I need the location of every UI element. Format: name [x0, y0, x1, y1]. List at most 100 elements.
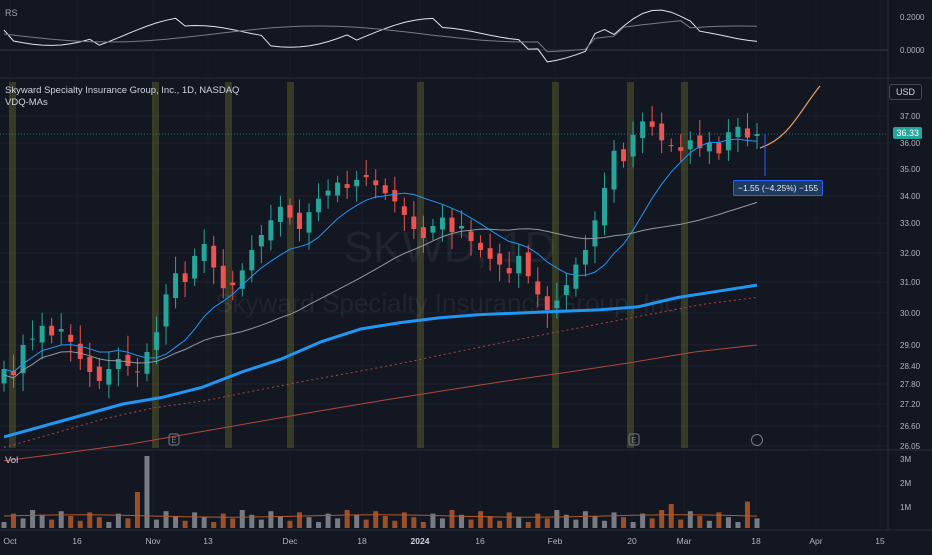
candle-body [1, 369, 7, 384]
candle-body [344, 184, 350, 188]
ma-gray-line [3, 201, 758, 379]
candle-body [316, 198, 322, 213]
volume-bar [649, 518, 655, 528]
x-tick-label: Nov [145, 536, 161, 546]
volume-bar [430, 513, 436, 528]
indicator-label[interactable]: VDQ-MAs [5, 97, 48, 108]
y-tick-label: 26.60 [900, 422, 921, 431]
volume-tick-label: 1M [900, 503, 911, 512]
volume-bar [468, 519, 474, 528]
candle-body [506, 268, 512, 274]
volume-bar [87, 512, 93, 528]
earnings-marker-icon [628, 433, 640, 446]
volume-bar [325, 513, 331, 528]
volume-bar [401, 512, 407, 528]
volume-bar [525, 522, 531, 528]
candle-body [173, 273, 179, 299]
volume-bar [77, 520, 83, 528]
volume-bar [249, 514, 255, 528]
volume-bar [258, 519, 264, 528]
volume-bar [144, 456, 150, 528]
candle-body [687, 140, 693, 150]
candle-body [621, 149, 627, 162]
volume-bar [154, 519, 160, 528]
candle-body [449, 217, 455, 232]
volume-bar [716, 512, 722, 528]
ma-dotted-red-line [3, 297, 758, 448]
volume-bar [287, 520, 293, 528]
volume-bar [754, 518, 760, 528]
volume-bar [563, 514, 569, 528]
volume-label[interactable]: Vol [5, 455, 19, 466]
volume-bar [544, 518, 550, 528]
candle-body [735, 126, 741, 138]
y-tick-label: 34.00 [900, 192, 921, 201]
volume-bar [211, 522, 217, 528]
candle-body [497, 253, 503, 265]
candle-body [363, 174, 369, 178]
x-tick-label: 2024 [411, 536, 430, 546]
volume-bar [630, 522, 636, 528]
candle-body [487, 248, 493, 259]
candle-body [211, 245, 217, 268]
volume-bar [239, 510, 245, 528]
volume-bar [439, 518, 445, 528]
ma-short-line [3, 138, 758, 373]
candle-body [459, 226, 465, 229]
currency-button[interactable]: USD [888, 84, 922, 100]
ma-thick-blue-line [3, 283, 758, 439]
candle-body [154, 332, 160, 350]
candle-body [592, 220, 598, 247]
earnings-marker-label: E [171, 436, 176, 445]
volume-bar [668, 504, 674, 528]
candle-body [96, 366, 102, 381]
volume-bar [706, 520, 712, 528]
y-tick-label: 30.00 [900, 309, 921, 318]
earnings-marker-label: E [631, 436, 636, 445]
volume-bar [506, 512, 512, 528]
volume-bar [134, 492, 140, 528]
earnings-marker-icon [168, 433, 180, 446]
candle-body [296, 212, 302, 229]
rs-ma-line [3, 20, 758, 53]
y-tick-label: 33.00 [900, 219, 921, 228]
candle-body [401, 206, 407, 215]
candle-body [468, 231, 474, 241]
x-tick-label: 18 [751, 536, 761, 546]
candle-body [649, 121, 655, 127]
measure-tooltip: −1.55 (−4.25%) −155 [733, 180, 824, 196]
volume-bar [201, 517, 207, 528]
x-tick-label: 16 [475, 536, 485, 546]
candle-body [725, 132, 731, 151]
candle-body [382, 185, 388, 194]
volume-bar [725, 517, 731, 528]
watermark-name: Skyward Specialty Insurance Group, Inc. [215, 288, 685, 318]
candle-body [287, 205, 293, 218]
volume-bar [58, 511, 64, 528]
volume-bar [106, 522, 112, 528]
y-tick-label: 37.00 [900, 112, 921, 121]
volume-ma-line [3, 514, 758, 518]
candle-body [744, 128, 750, 138]
y-tick-label: 27.20 [900, 400, 921, 409]
volume-tick-label: 3M [900, 455, 911, 464]
y-tick-label: 31.00 [900, 278, 921, 287]
volume-bar [373, 511, 379, 528]
candle-body [68, 334, 74, 342]
x-tick-label: Mar [677, 536, 692, 546]
candle-body [268, 220, 274, 241]
volume-bar [735, 522, 741, 528]
dividend-marker-icon [751, 434, 763, 446]
candle-body [678, 147, 684, 151]
candle-body [201, 244, 207, 262]
volume-bar [573, 519, 579, 528]
volume-bar [39, 514, 45, 528]
candle-body [630, 134, 636, 157]
candle-body [716, 143, 722, 154]
rs-tick-label: 0.2000 [900, 13, 925, 22]
candle-body [192, 255, 198, 279]
candle-body [697, 135, 703, 149]
y-tick-label: 36.00 [900, 139, 921, 148]
